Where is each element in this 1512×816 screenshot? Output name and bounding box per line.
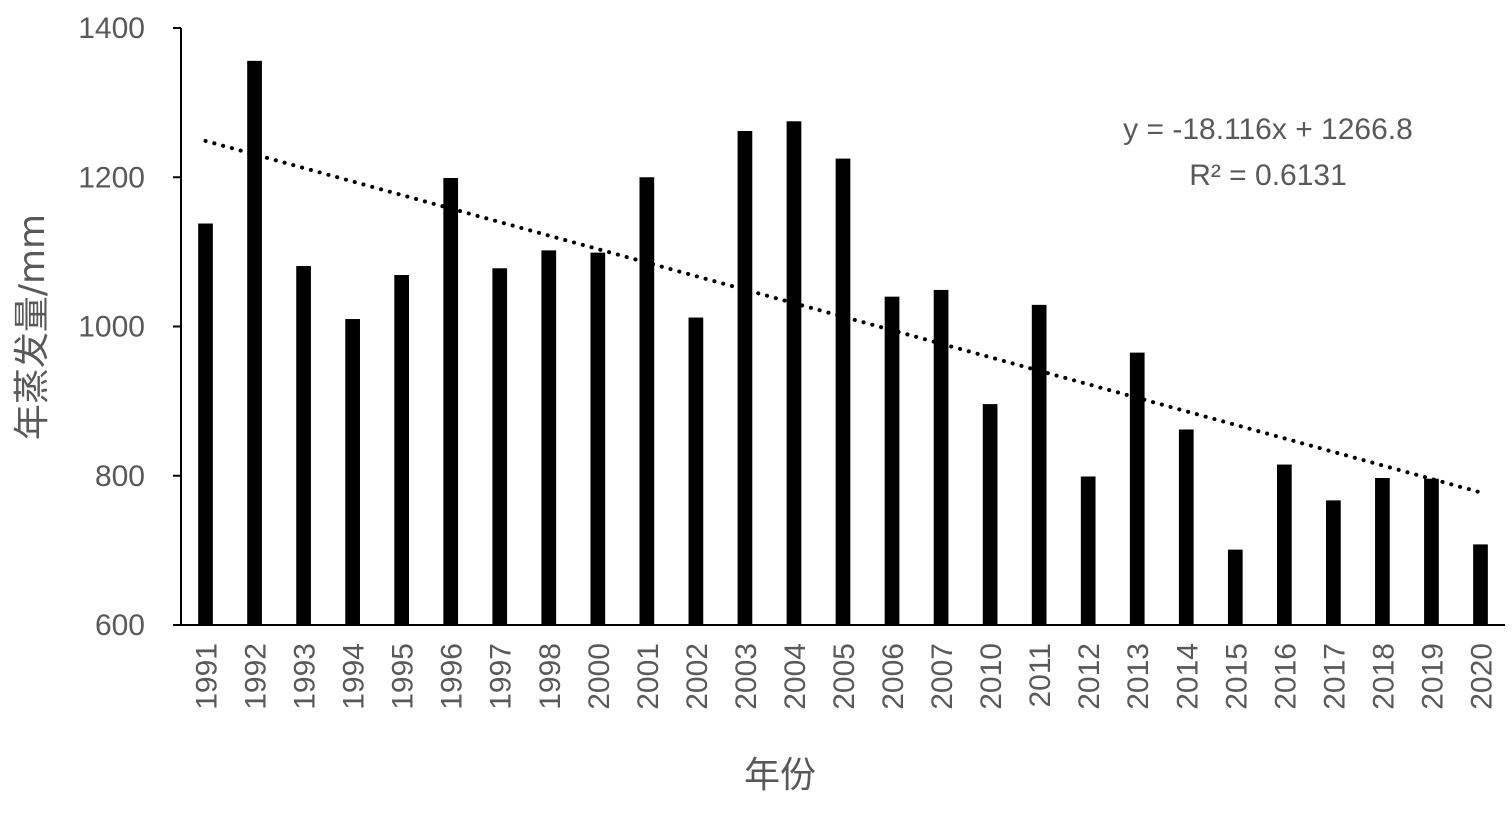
y-tick-label-1000: 1000 xyxy=(78,311,145,344)
bar-2015 xyxy=(1227,549,1243,625)
bar-2018 xyxy=(1375,477,1390,625)
bar-2007 xyxy=(933,289,949,625)
bar-2000 xyxy=(590,252,606,625)
bar-1993 xyxy=(296,266,311,625)
bar-1998 xyxy=(541,250,557,625)
x-tick-label-2003: 2003 xyxy=(730,643,763,710)
bar-2014 xyxy=(1178,429,1194,625)
x-tick-label-2000: 2000 xyxy=(583,643,616,710)
y-tick-label-1200: 1200 xyxy=(78,161,145,194)
y-tick-label-1400: 1400 xyxy=(78,12,145,45)
x-tick-label-1996: 1996 xyxy=(436,643,469,710)
x-tick-label-1993: 1993 xyxy=(289,643,322,710)
bar-2011 xyxy=(1031,304,1047,625)
y-ticks-group xyxy=(173,27,181,626)
x-tick-label-2012: 2012 xyxy=(1073,643,1106,710)
x-tick-label-2004: 2004 xyxy=(779,643,812,710)
bar-1991 xyxy=(198,223,213,625)
trendline xyxy=(203,138,1483,495)
bar-1995 xyxy=(394,275,410,625)
x-tick-label-2002: 2002 xyxy=(681,643,714,710)
x-tick-label-2010: 2010 xyxy=(975,643,1008,710)
y-axis-title: 年蒸发量/mm xyxy=(12,214,53,440)
x-tick-label-2014: 2014 xyxy=(1171,643,1204,710)
x-tick-label-2016: 2016 xyxy=(1269,643,1302,710)
x-tick-label-2005: 2005 xyxy=(828,643,861,710)
bar-2002 xyxy=(688,317,704,625)
bar-2016 xyxy=(1276,464,1292,625)
bar-1992 xyxy=(247,60,262,625)
x-tick-labels-group: 1991 1992 1993 1994 1995 1996 1997 1998 2000 2001… xyxy=(191,643,1499,710)
bar-2004 xyxy=(786,121,802,625)
bar-2017 xyxy=(1326,500,1341,625)
x-tick-label-2015: 2015 xyxy=(1220,643,1253,710)
bar-2005 xyxy=(835,158,851,625)
x-tick-label-2001: 2001 xyxy=(632,643,665,710)
bar-2001 xyxy=(639,177,655,625)
x-tick-label-2018: 2018 xyxy=(1367,643,1400,710)
bar-1997 xyxy=(492,268,508,625)
bar-1996 xyxy=(443,178,459,625)
bar-1994 xyxy=(345,319,360,625)
bar-2006 xyxy=(884,296,900,625)
bar-2010 xyxy=(982,404,998,625)
x-tick-label-2007: 2007 xyxy=(926,643,959,710)
x-tick-label-1991: 1991 xyxy=(191,643,224,710)
trendline-equation: y = -18.116x + 1266.8 xyxy=(1123,113,1413,146)
y-tick-label-600: 600 xyxy=(95,609,145,642)
x-tick-label-1998: 1998 xyxy=(534,643,567,710)
x-tick-label-2006: 2006 xyxy=(877,643,910,710)
bars-group xyxy=(198,60,1488,626)
x-tick-label-2019: 2019 xyxy=(1416,643,1449,710)
x-tick-label-2013: 2013 xyxy=(1122,643,1155,710)
bar-2013 xyxy=(1129,352,1145,625)
y-tick-label-800: 800 xyxy=(95,460,145,493)
trendline-r-squared: R² = 0.6131 xyxy=(1189,159,1347,192)
x-tick-label-2020: 2020 xyxy=(1465,643,1498,710)
y-tick-labels-group: 600 800 1000 1200 1400 xyxy=(78,12,145,642)
x-tick-label-1992: 1992 xyxy=(240,643,273,710)
x-tick-label-2011: 2011 xyxy=(1024,643,1057,708)
x-axis-title: 年份 xyxy=(744,755,816,796)
bar-2019 xyxy=(1424,478,1439,625)
bar-2020 xyxy=(1473,544,1488,625)
bar-2012 xyxy=(1080,476,1096,625)
bar-2003 xyxy=(737,130,753,626)
x-tick-label-2017: 2017 xyxy=(1318,643,1351,710)
x-tick-label-1994: 1994 xyxy=(338,643,371,710)
x-tick-label-1997: 1997 xyxy=(485,643,518,710)
x-tick-label-1995: 1995 xyxy=(387,643,420,710)
